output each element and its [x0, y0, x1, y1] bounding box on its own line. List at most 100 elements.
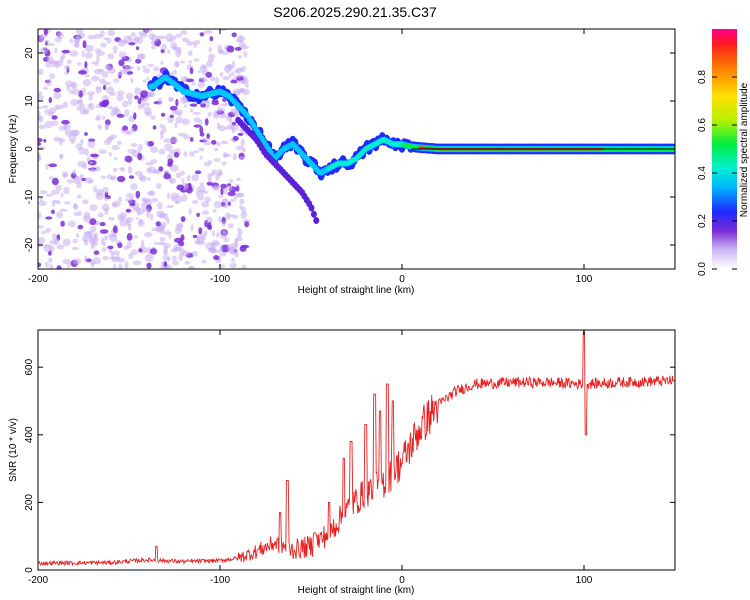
noise-point — [60, 220, 65, 227]
noise-point — [227, 201, 231, 206]
noise-point — [51, 115, 58, 120]
noise-point — [60, 138, 66, 143]
noise-point — [98, 149, 107, 155]
noise-point — [152, 169, 161, 174]
noise-point — [188, 60, 193, 64]
noise-point — [225, 64, 231, 68]
noise-point — [69, 50, 79, 57]
noise-point — [205, 61, 213, 68]
noise-point — [137, 97, 142, 105]
noise-point — [230, 79, 238, 84]
noise-point — [175, 98, 179, 107]
noise-point — [127, 99, 133, 106]
noise-point — [236, 177, 241, 182]
noise-point — [89, 218, 97, 226]
noise-point — [84, 74, 90, 78]
noise-point — [43, 29, 48, 36]
snr-marks — [38, 331, 675, 567]
noise-point — [173, 244, 182, 251]
noise-point — [189, 103, 198, 107]
noise-point — [206, 133, 210, 139]
noise-point — [151, 44, 156, 50]
noise-point — [191, 174, 199, 182]
noise-point — [147, 63, 155, 68]
noise-point — [45, 216, 53, 220]
noise-point — [172, 260, 179, 266]
noise-point — [84, 44, 94, 53]
noise-point — [63, 201, 71, 205]
noise-point — [149, 248, 158, 255]
noise-point — [38, 68, 44, 76]
noise-point — [147, 177, 151, 181]
noise-point — [205, 71, 213, 78]
x-tick-label: 0 — [399, 575, 405, 586]
noise-point — [100, 30, 105, 38]
noise-point — [235, 67, 242, 75]
noise-point — [60, 192, 64, 198]
noise-point — [82, 235, 89, 242]
noise-point — [239, 204, 243, 210]
noise-point — [161, 43, 167, 51]
noise-point — [156, 183, 162, 189]
branch-point — [310, 210, 317, 218]
noise-point — [199, 126, 204, 134]
noise-point — [56, 104, 64, 110]
noise-point — [151, 227, 159, 232]
noise-point — [38, 36, 45, 43]
noise-point — [147, 92, 155, 97]
noise-point — [101, 247, 107, 252]
noise-point — [112, 45, 118, 52]
noise-point — [174, 228, 182, 234]
noise-point — [234, 74, 243, 78]
noise-point — [169, 114, 174, 119]
noise-point — [151, 197, 159, 203]
noise-point — [133, 235, 139, 239]
noise-point — [193, 124, 202, 128]
noise-point — [43, 86, 48, 90]
noise-point — [39, 196, 43, 202]
noise-point — [72, 89, 80, 95]
noise-point — [211, 100, 219, 106]
noise-point — [39, 47, 48, 54]
noise-point — [212, 184, 220, 191]
y-tick-label: 200 — [24, 494, 35, 511]
noise-point — [173, 151, 180, 158]
noise-point — [138, 218, 143, 225]
noise-point — [189, 151, 195, 157]
spectrogram-y-ticks: -20 -10 0 10 20 — [24, 47, 675, 252]
noise-point — [89, 161, 93, 165]
noise-point — [116, 113, 125, 118]
noise-point — [137, 104, 144, 110]
noise-point — [208, 159, 213, 164]
noise-point — [111, 144, 120, 151]
noise-point — [70, 99, 79, 106]
noise-point — [212, 208, 217, 213]
noise-point — [107, 106, 114, 110]
noise-point — [53, 87, 61, 93]
noise-point — [199, 155, 203, 160]
noise-point — [163, 249, 168, 257]
noise-point — [175, 33, 183, 38]
noise-point — [139, 175, 148, 182]
noise-point — [193, 150, 199, 154]
noise-point — [229, 118, 233, 124]
noise-point — [74, 178, 80, 185]
noise-point — [219, 71, 224, 77]
noise-point — [64, 65, 70, 70]
noise-point — [213, 109, 218, 117]
snr-panel: -200 -100 0 100 0 200 400 600 Height of straig… — [8, 329, 676, 596]
noise-point — [235, 145, 244, 151]
y-tick-label: 20 — [24, 47, 35, 59]
noise-point — [73, 212, 79, 217]
noise-point — [79, 109, 89, 115]
noise-point — [237, 227, 241, 232]
noise-point — [146, 77, 150, 81]
noise-point — [220, 140, 229, 145]
noise-point — [96, 188, 104, 197]
secondary-branch — [235, 116, 320, 224]
noise-point — [206, 181, 213, 186]
noise-point — [107, 53, 115, 60]
noise-point — [118, 59, 125, 67]
noise-point — [42, 104, 49, 109]
noise-point — [74, 176, 82, 180]
